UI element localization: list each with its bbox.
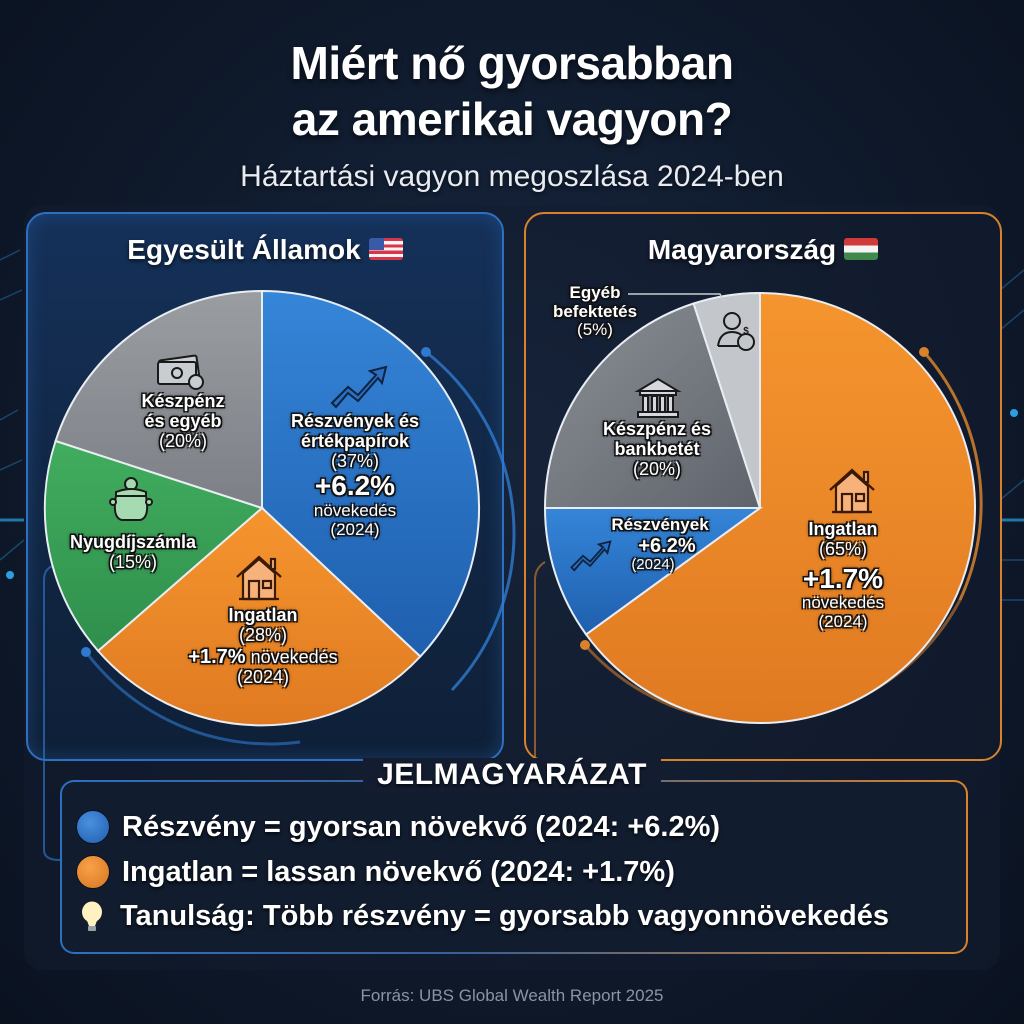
hu-label-cash: Készpénz és bankbetét (20%) <box>582 419 732 479</box>
label-line: bankbetét <box>614 438 700 459</box>
label-growth: +6.2% <box>638 534 696 557</box>
label-line: Készpénz és <box>602 419 712 439</box>
label-line: értékpapírok <box>300 430 410 451</box>
label-line: Egyéb <box>569 283 621 302</box>
label-year: (2024) <box>631 555 675 573</box>
cash-bills-icon <box>157 354 204 390</box>
svg-text:$: $ <box>743 326 749 337</box>
label-percent: (5%) <box>577 320 613 340</box>
label-line: Részvények <box>611 515 709 534</box>
label-percent: (28%) <box>238 624 287 645</box>
bank-building-icon <box>634 377 682 418</box>
label-line: Ingatlan <box>808 519 878 539</box>
label-year: (2024) <box>236 666 290 687</box>
label-percent: (15%) <box>108 551 157 572</box>
house-icon <box>236 555 282 601</box>
label-growth-word: növekedés <box>801 593 885 613</box>
label-year: (2024) <box>818 612 868 632</box>
label-percent: (20%) <box>632 458 681 479</box>
legend-title-text: JELMAGYARÁZAT <box>363 758 661 792</box>
label-percent: (65%) <box>818 538 867 559</box>
legend-title: JELMAGYARÁZAT <box>0 758 1024 792</box>
hu-panel-title-text: Magyarország <box>647 234 837 265</box>
trending-up-arrow-icon <box>330 365 388 409</box>
legend-item-text: Részvény = gyorsan növekvő (2024: +6.2%) <box>122 810 721 843</box>
hu-label-real-estate: Ingatlan (65%) +1.7% növekedés (2024) <box>778 519 908 632</box>
us-label-pension: Nyugdíjszámla (15%) <box>58 532 208 573</box>
trending-up-arrow-icon <box>570 540 612 572</box>
us-panel-title: Egyesült Államok <box>28 234 502 266</box>
legend-item-real-estate: Ingatlan = lassan növekvő (2024: +1.7%) <box>76 855 675 889</box>
money-pot-icon <box>109 477 153 521</box>
label-line: Készpénz <box>141 391 225 411</box>
label-line: Részvények és <box>290 411 420 431</box>
source-footnote: Forrás: UBS Global Wealth Report 2025 <box>360 986 664 1005</box>
label-percent: (20%) <box>158 430 207 451</box>
legend-box <box>60 780 968 954</box>
hu-label-other: Egyéb befektetés (5%) <box>540 283 650 340</box>
hu-label-stocks: Részvények +6.2% (2024) <box>598 515 722 573</box>
label-line: és egyéb <box>144 410 222 431</box>
label-percent: (37%) <box>330 450 379 471</box>
hu-panel: Magyarország <box>524 212 1002 761</box>
page-title-line1: Miért nő gyorsabban <box>290 37 734 89</box>
label-growth: +1.7% <box>802 562 884 594</box>
us-slice-real-estate <box>96 506 422 727</box>
us-label-stocks: Részvények és értékpapírok (37%) +6.2% n… <box>270 411 440 540</box>
label-line: Ingatlan <box>228 605 298 625</box>
hu-flag-icon <box>844 237 879 260</box>
label-line: Nyugdíjszámla <box>69 532 197 552</box>
label-line: befektetés <box>552 301 638 321</box>
hu-slice-stocks <box>543 507 764 636</box>
hu-panel-title: Magyarország <box>526 234 1000 266</box>
hu-slice-real-estate <box>584 291 976 724</box>
us-label-real-estate: Ingatlan (28%) +1.7% növekedés (2024) <box>168 605 358 687</box>
legend-item-takeaway: Tanulság: Több részvény = gyorsabb vagyo… <box>76 900 889 933</box>
label-growth-word: növekedés <box>313 501 397 521</box>
legend-item-stocks: Részvény = gyorsan növekvő (2024: +6.2%) <box>76 810 720 844</box>
page-title-line2: az amerikai vagyon? <box>291 93 733 145</box>
label-growth-word: növekedés <box>250 646 338 667</box>
us-slice-cash <box>54 289 263 510</box>
label-year: (2024) <box>330 519 380 539</box>
us-flag-icon <box>368 237 403 260</box>
person-dollar-icon <box>717 312 755 351</box>
label-growth: +1.7% <box>188 645 246 668</box>
us-panel-title-text: Egyesült Államok <box>127 234 361 265</box>
us-slice-stocks <box>261 289 481 658</box>
house-icon <box>829 468 875 514</box>
us-slice-pension <box>43 439 264 653</box>
blue-dot-icon <box>76 810 110 844</box>
lightbulb-icon <box>76 901 108 933</box>
label-growth: +6.2% <box>314 470 396 502</box>
legend-item-text: Ingatlan = lassan növekvő (2024: +1.7%) <box>122 855 675 888</box>
page-subtitle: Háztartási vagyon megoszlása 2024-ben <box>240 160 784 193</box>
orange-dot-icon <box>76 855 110 889</box>
legend-item-text: Tanulság: Több részvény = gyorsabb vagyo… <box>120 900 889 932</box>
us-label-cash: Készpénz és egyéb (20%) <box>118 391 248 451</box>
